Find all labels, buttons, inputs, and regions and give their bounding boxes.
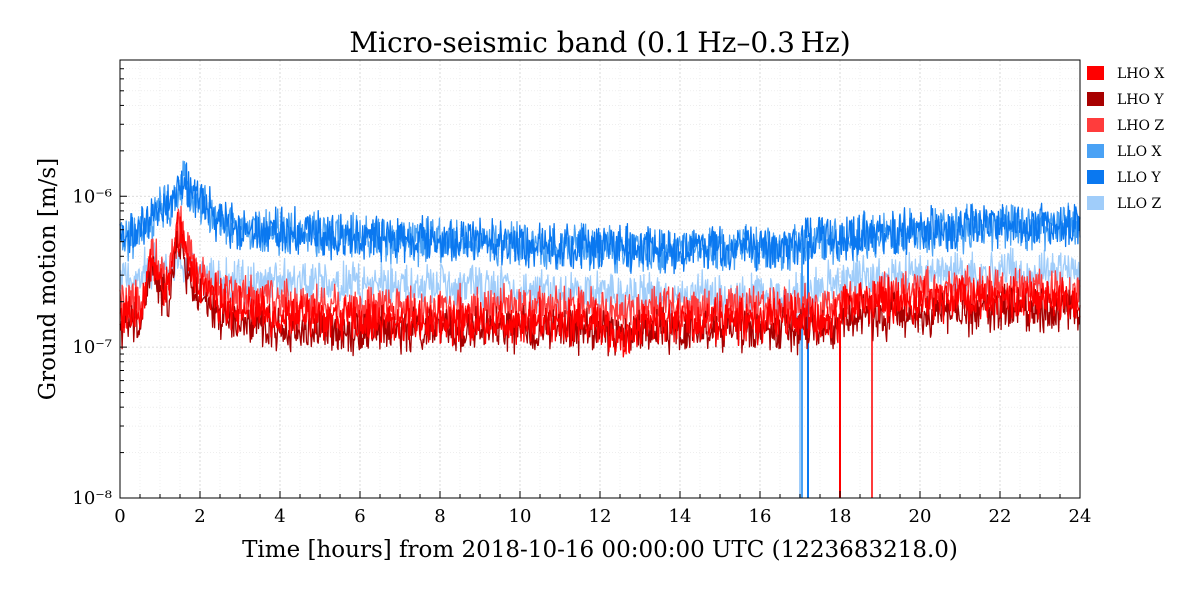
y-tick-label: 10⁻⁷ bbox=[72, 337, 112, 358]
legend-swatch bbox=[1087, 144, 1104, 158]
legend-swatch bbox=[1087, 170, 1104, 184]
legend-swatch bbox=[1087, 196, 1104, 210]
x-tick-label: 6 bbox=[354, 506, 365, 527]
x-tick-label: 24 bbox=[1069, 506, 1092, 527]
legend-swatch bbox=[1087, 118, 1104, 132]
x-tick-label: 10 bbox=[509, 506, 532, 527]
legend-label: LHO Y bbox=[1117, 92, 1164, 108]
x-tick-label: 22 bbox=[989, 506, 1012, 527]
legend-label: LHO Z bbox=[1117, 118, 1164, 134]
legend: LHO X LHO Y LHO Z LLO X LLO Y LLO Z bbox=[1087, 66, 1164, 212]
x-axis-label: Time [hours] from 2018-10-16 00:00:00 UT… bbox=[242, 537, 958, 563]
y-tick-label: 10⁻⁸ bbox=[72, 488, 112, 509]
x-tick-label: 4 bbox=[274, 506, 285, 527]
x-tick-label: 2 bbox=[194, 506, 205, 527]
legend-swatch bbox=[1087, 92, 1104, 106]
y-axis-label: Ground motion [m/s] bbox=[35, 158, 61, 400]
x-tick-label: 14 bbox=[669, 506, 692, 527]
x-tick-label: 12 bbox=[589, 506, 612, 527]
series-layer bbox=[119, 160, 1081, 498]
legend-swatch bbox=[1087, 66, 1104, 80]
x-tick-label: 20 bbox=[909, 506, 932, 527]
x-tick-label: 18 bbox=[829, 506, 852, 527]
x-tick-label: 0 bbox=[114, 506, 125, 527]
x-tick-label: 8 bbox=[434, 506, 445, 527]
series-line-llo-z bbox=[119, 242, 1081, 320]
legend-label: LLO X bbox=[1117, 144, 1162, 160]
series-line-llo-y bbox=[119, 162, 1081, 275]
legend-label: LLO Z bbox=[1117, 196, 1162, 212]
legend-label: LLO Y bbox=[1117, 170, 1162, 186]
series-line-lho-z bbox=[119, 205, 1081, 335]
series-line-lho-x bbox=[119, 211, 1081, 358]
chart-title: Micro-seismic band (0.1 Hz–0.3 Hz) bbox=[349, 26, 850, 59]
y-tick-label: 10⁻⁶ bbox=[72, 186, 112, 207]
legend-label: LHO X bbox=[1117, 66, 1164, 82]
x-tick-label: 16 bbox=[749, 506, 772, 527]
